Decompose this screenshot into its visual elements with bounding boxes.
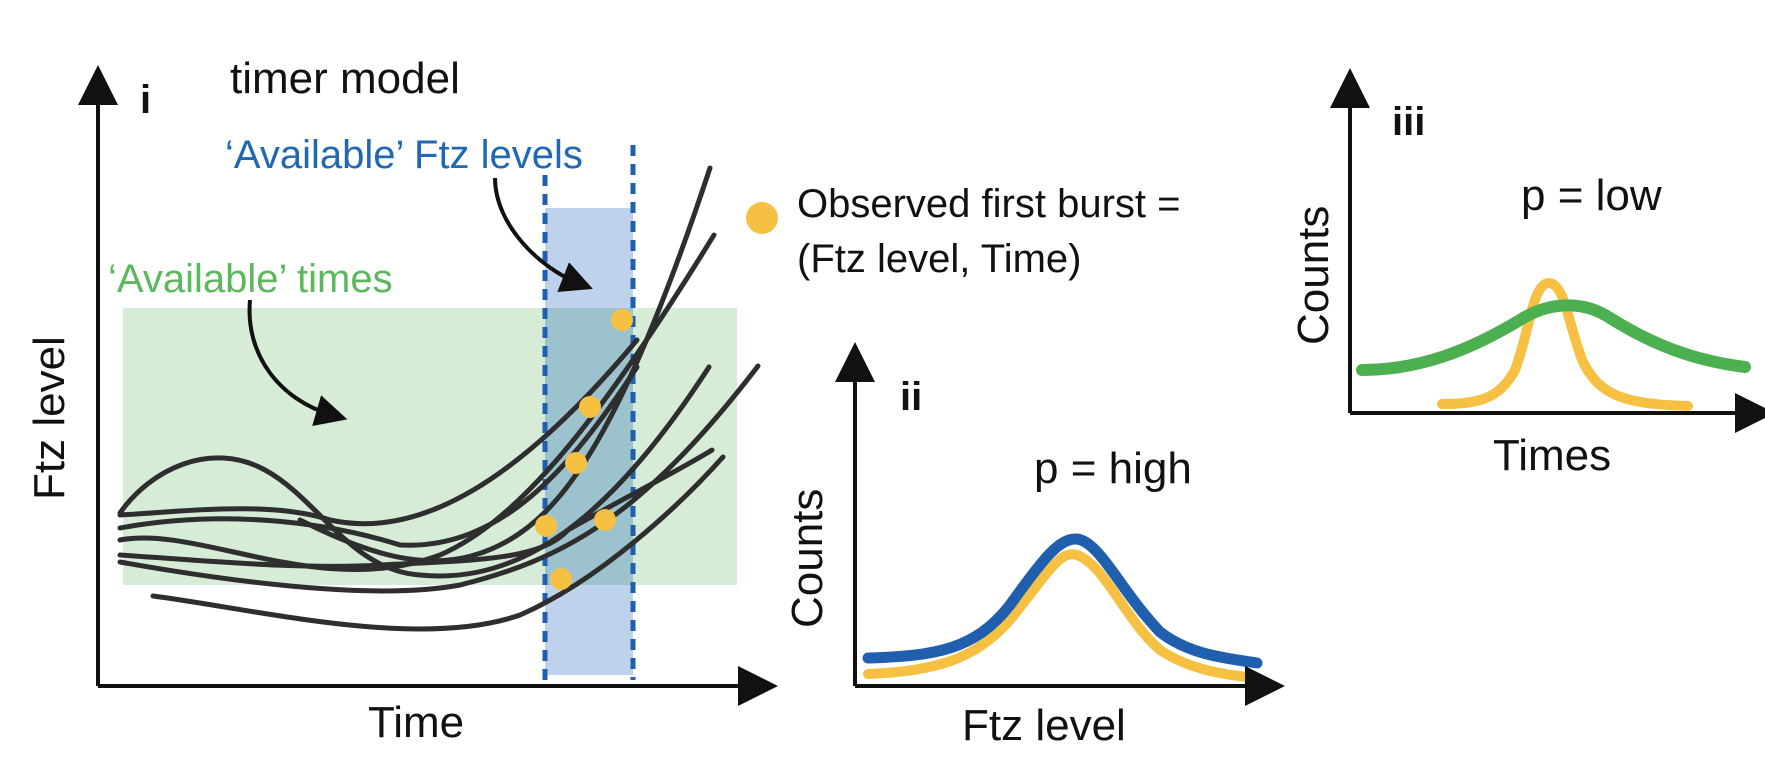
panel-ii-letter: ii (900, 375, 922, 419)
trajectory-curve (297, 165, 713, 564)
panel-i-x-label: Time (368, 698, 464, 747)
trajectory-curve (117, 364, 712, 579)
yellow-distribution-curve (1437, 278, 1693, 411)
panel-i-y-label: Ftz level (25, 336, 74, 500)
first-burst-point (550, 568, 572, 590)
first-burst-point (565, 452, 587, 474)
trajectory-curve (117, 337, 640, 527)
panel-iii-annotation: p = low (1521, 171, 1662, 220)
legend: Observed first burst = (Ftz level, Time) (746, 182, 1180, 281)
panel-ii-annotation: p = high (1034, 444, 1192, 493)
legend-first-burst-marker (746, 202, 778, 234)
panel-iii-letter: iii (1392, 100, 1425, 144)
panel-ii-y-label: Counts (783, 489, 832, 628)
available-times-label: ‘Available’ times (108, 257, 393, 301)
panel-i-letter: i (140, 78, 151, 122)
trajectory-curve (117, 232, 717, 572)
panel-ii: ii p = high Ftz level Counts (783, 342, 1285, 750)
panel-iii-y-label: Counts (1289, 206, 1338, 345)
available-ftz-levels-label: ‘Available’ Ftz levels (225, 133, 583, 177)
legend-line-2: (Ftz level, Time) (797, 237, 1081, 281)
legend-line-1: Observed first burst = (797, 182, 1180, 226)
yellow-distribution-curve (863, 549, 1262, 683)
green-distribution-curve (1356, 299, 1751, 376)
ftz-trajectories (117, 165, 761, 632)
first-burst-points (535, 309, 633, 590)
panel-iii: iii p = low Times Counts (1289, 68, 1765, 480)
first-burst-point (535, 515, 557, 537)
first-burst-point (611, 309, 633, 331)
panel-ii-x-label: Ftz level (962, 701, 1126, 750)
first-burst-point (579, 396, 601, 418)
ftz-label-pointer-arrow (493, 177, 593, 292)
panel-i-title: timer model (230, 54, 460, 103)
first-burst-point (594, 509, 616, 531)
trajectory-curve (150, 454, 726, 632)
times-label-pointer-arrow (247, 299, 348, 426)
trajectory-curve (117, 364, 640, 548)
band-overlap (545, 308, 633, 585)
blue-distribution-curve (862, 533, 1263, 669)
trajectory-curve (117, 447, 715, 569)
panel-iii-x-label: Times (1493, 431, 1611, 480)
panel-i: i timer model ‘Available’ Ftz levels ‘Av… (25, 54, 778, 747)
